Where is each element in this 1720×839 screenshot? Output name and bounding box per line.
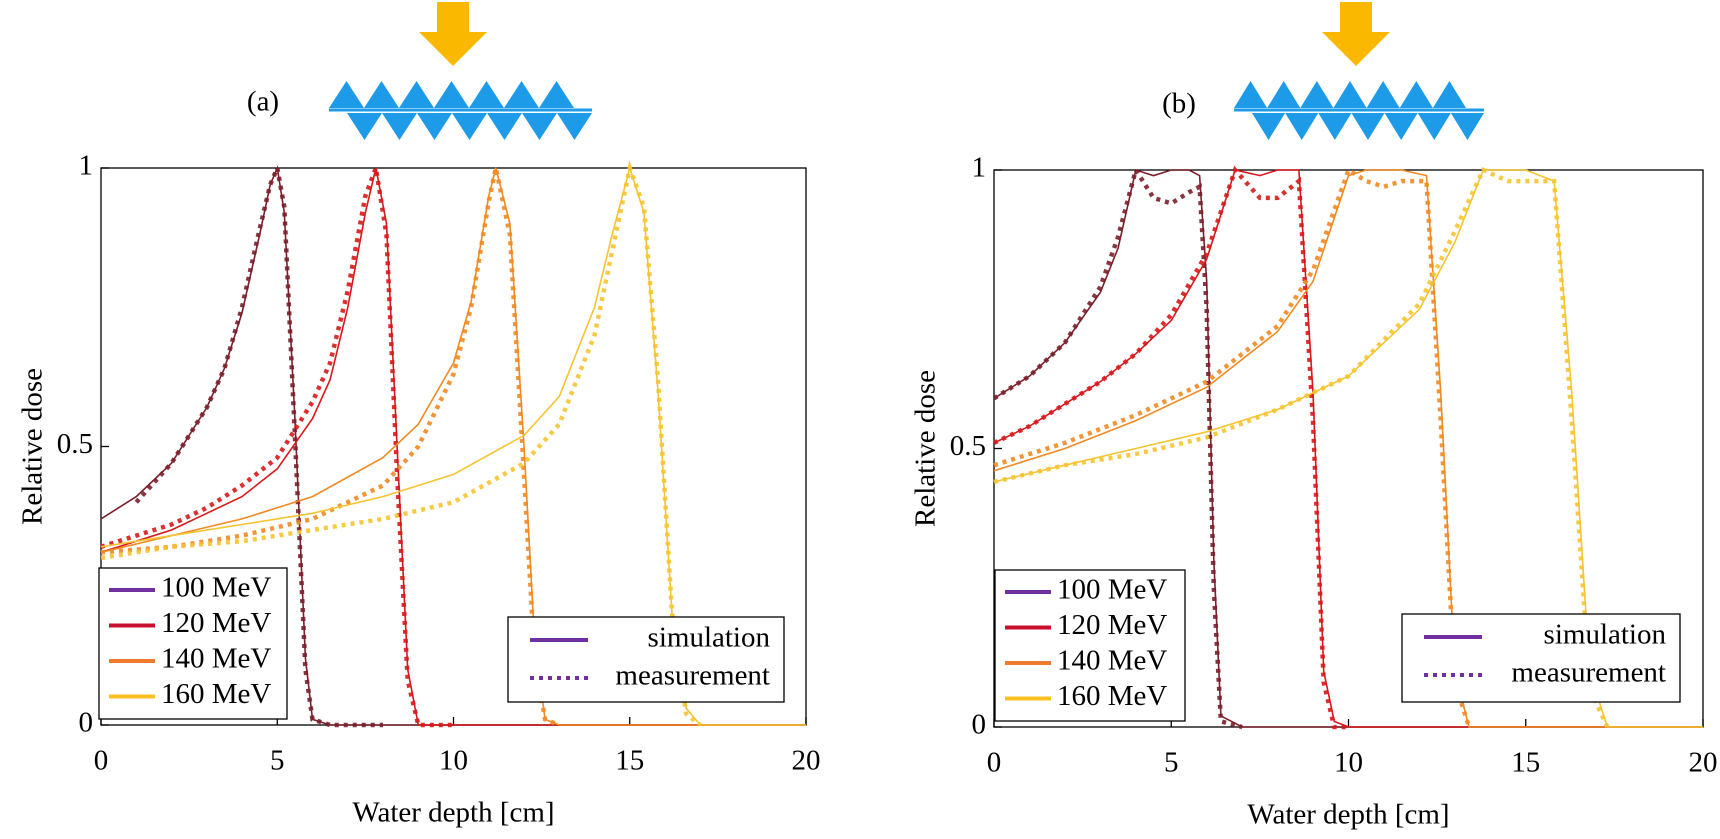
prism-up (1366, 81, 1400, 108)
legend-label: 100 MeV (161, 572, 271, 604)
prism-down (347, 113, 382, 140)
x-tick-label: 5 (270, 745, 285, 777)
prism-down (522, 113, 557, 140)
prism-down (1285, 113, 1319, 140)
x-axis-label: Water depth [cm] (1247, 799, 1449, 831)
prism-down (452, 113, 487, 140)
prism-up (1399, 81, 1433, 108)
measurement-line (100, 159, 454, 728)
y-tick-label: 0 (79, 707, 94, 739)
style-legend-label: measurement (1511, 657, 1666, 689)
legend-box (98, 567, 288, 720)
panel-label: (b) (1162, 88, 1196, 120)
y-tick-label: 0 (972, 709, 987, 741)
x-tick-label: 15 (615, 745, 644, 777)
x-tick-label: 10 (439, 745, 468, 777)
prism-up (1267, 81, 1301, 108)
prism-down (557, 113, 592, 140)
prism-up (469, 81, 504, 108)
style-legend-box (1401, 613, 1681, 703)
prism-down (1318, 113, 1352, 140)
simulation-line (100, 165, 806, 726)
legend-label: 120 MeV (1057, 609, 1167, 641)
prism-up (1432, 81, 1466, 108)
prism-up (1300, 81, 1334, 108)
prism-down (1351, 113, 1385, 140)
prism-down (417, 113, 452, 140)
x-tick-label: 10 (1334, 747, 1363, 779)
measurement-line (993, 165, 1349, 730)
x-tick-label: 5 (1164, 747, 1179, 779)
x-tick-label: 15 (1511, 747, 1540, 779)
prism-down (382, 113, 417, 140)
prism-down (1252, 113, 1286, 140)
measurement-line (992, 164, 1243, 730)
simulation-line (100, 167, 806, 726)
setup-icon-a (419, 2, 487, 66)
style-legend-label: simulation (648, 622, 771, 654)
style-legend-box (507, 616, 785, 703)
panel-label: (a) (247, 86, 279, 118)
legend-label: 120 MeV (161, 607, 271, 639)
prism-up (504, 81, 539, 108)
x-axis-label: Water depth [cm] (352, 797, 554, 829)
prism-up (539, 81, 574, 108)
prism-up (364, 81, 399, 108)
prism-down (487, 113, 522, 140)
legend-box (994, 569, 1186, 722)
prism-up (1234, 81, 1268, 108)
y-tick-label: 1 (972, 152, 987, 184)
x-tick-label: 20 (792, 745, 821, 777)
prism-down (1384, 113, 1418, 140)
style-legend-label: measurement (615, 660, 770, 692)
legend-label: 160 MeV (161, 678, 271, 710)
legend-label: 100 MeV (1057, 574, 1167, 606)
measurement-line (993, 166, 1472, 728)
setup-icon-b (1322, 2, 1390, 66)
y-axis-label: Relative dose (910, 370, 942, 527)
prism-up (329, 81, 364, 108)
y-tick-label: 0.5 (950, 430, 986, 462)
y-tick-label: 0.5 (57, 428, 93, 460)
legend-label: 140 MeV (1057, 645, 1167, 677)
x-tick-label: 0 (987, 747, 1002, 779)
y-axis-label: Relative dose (17, 368, 49, 525)
prism-up (1333, 81, 1367, 108)
legend-label: 160 MeV (1057, 680, 1167, 712)
prism-down (1450, 113, 1484, 140)
prism-up (399, 81, 434, 108)
x-tick-label: 0 (94, 745, 109, 777)
prism-down (1417, 113, 1451, 140)
y-tick-label: 1 (79, 150, 94, 182)
x-tick-label: 20 (1689, 747, 1718, 779)
legend-label: 140 MeV (161, 643, 271, 675)
style-legend-label: simulation (1544, 619, 1667, 651)
prism-up (434, 81, 469, 108)
